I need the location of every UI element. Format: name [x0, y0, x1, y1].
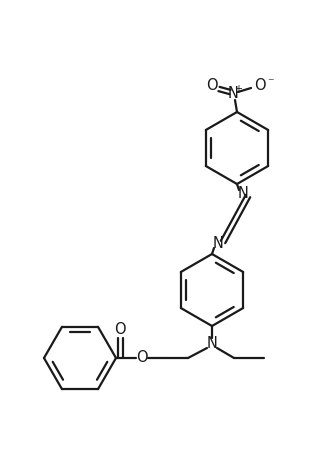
Text: O: O — [136, 350, 148, 365]
Text: O: O — [114, 322, 126, 337]
Text: O: O — [206, 78, 218, 93]
Text: N: N — [213, 237, 223, 252]
Text: ⁻: ⁻ — [267, 77, 273, 89]
Text: O: O — [254, 78, 266, 93]
Text: N: N — [207, 336, 217, 351]
Text: N: N — [228, 87, 238, 102]
Text: +: + — [234, 84, 242, 94]
Text: N: N — [237, 187, 248, 202]
